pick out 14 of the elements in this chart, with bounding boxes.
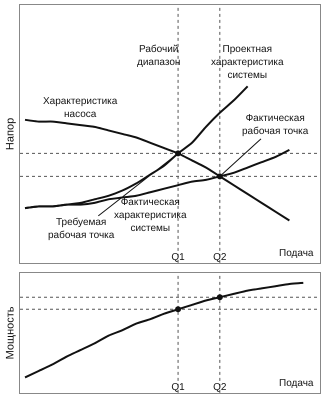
series-label: Характеристика насоса xyxy=(43,96,118,120)
y-axis-title: Напор xyxy=(4,118,17,150)
x-tick-label: Q1 xyxy=(171,382,186,393)
x-tick-label: Q1 xyxy=(171,252,186,263)
x-tick-label: Q2 xyxy=(213,382,227,393)
y-axis-title: Мощность xyxy=(4,306,17,360)
x-axis-title: Подача xyxy=(279,248,314,259)
series-label: Фактическая характеристика системы xyxy=(114,197,187,234)
text: Рабочий диапазон xyxy=(137,44,180,68)
annotation: Требуемая рабочая точка xyxy=(48,217,115,241)
x-axis-title: Подача xyxy=(279,378,314,389)
annotation: Фактическая рабочая точка xyxy=(242,113,309,137)
x-tick-label: Q2 xyxy=(213,252,227,263)
text: Проектная характеристика системы xyxy=(211,44,284,81)
